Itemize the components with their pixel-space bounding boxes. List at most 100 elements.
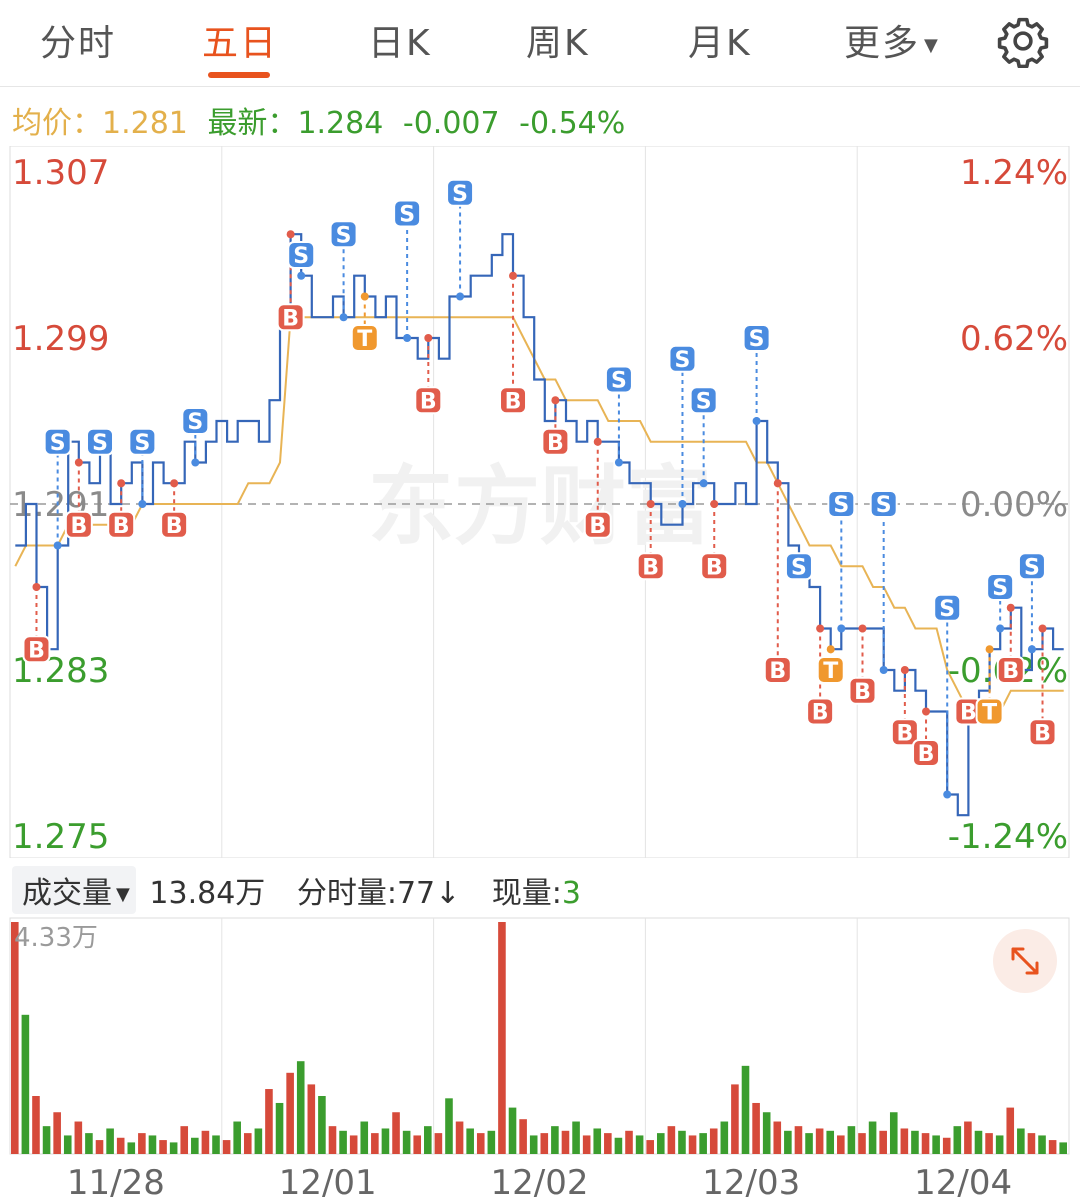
marker-badge-label: B — [70, 514, 87, 539]
volume-bar — [32, 1096, 40, 1154]
volume-bar — [445, 1098, 453, 1154]
volume-bar — [625, 1130, 633, 1154]
volume-bar — [614, 1137, 623, 1154]
marker-badge[interactable] — [128, 427, 157, 456]
marker-dot — [900, 666, 909, 674]
volume-bar — [540, 1133, 549, 1154]
tab-more[interactable]: 更多 ▼ — [844, 14, 940, 66]
volume-bar — [434, 1133, 443, 1154]
x-tick-label: 12/04 — [914, 1163, 1012, 1202]
marker-badge[interactable] — [160, 510, 189, 539]
marker-badge[interactable] — [975, 697, 1004, 726]
marker-badge-label: B — [547, 431, 564, 456]
caret-down-icon: ▼ — [116, 884, 130, 905]
x-tick-label: 11/28 — [67, 1163, 165, 1202]
marker-badge[interactable] — [287, 241, 316, 269]
marker-dot — [191, 458, 200, 467]
marker-badge[interactable] — [181, 407, 210, 435]
volume-bar — [635, 1135, 644, 1154]
marker-badge[interactable] — [1017, 552, 1046, 581]
marker-badge[interactable] — [848, 676, 877, 705]
marker-badge[interactable] — [107, 510, 136, 539]
volume-bar — [201, 1130, 210, 1154]
marker-badge[interactable] — [816, 656, 845, 684]
tab-more-label: 更多 — [844, 23, 921, 64]
marker-badge[interactable] — [636, 552, 665, 581]
volume-bar — [604, 1133, 612, 1154]
marker-badge[interactable] — [986, 573, 1015, 601]
marker-badge[interactable] — [933, 593, 962, 622]
marker-dot — [509, 271, 518, 280]
marker-badge[interactable] — [806, 697, 835, 726]
marker-badge[interactable] — [446, 178, 475, 207]
marker-badge[interactable] — [393, 199, 422, 228]
marker-badge-label: S — [399, 203, 415, 228]
volume-bar — [381, 1128, 390, 1154]
marker-badge[interactable] — [499, 386, 528, 415]
volume-bar — [243, 1133, 252, 1154]
marker-badge[interactable] — [64, 510, 93, 539]
marker-badge[interactable] — [996, 656, 1025, 684]
volume-bar — [1038, 1135, 1046, 1154]
volume-bar — [1006, 1107, 1015, 1154]
marker-badge-label: S — [452, 182, 468, 207]
marker-badge[interactable] — [541, 427, 570, 456]
price-chart[interactable]: 东方财富1.3071.24%1.2990.62%1.2910.00%1.283-… — [0, 146, 1080, 858]
volume-bar — [21, 1014, 30, 1154]
marker-badge[interactable] — [827, 490, 856, 518]
marker-badge[interactable] — [350, 324, 379, 352]
marker-badge[interactable] — [700, 552, 729, 581]
volume-bar — [424, 1126, 432, 1154]
volume-bar — [63, 1135, 72, 1154]
price-change: -0.007 — [402, 106, 500, 141]
marker-badge[interactable] — [1028, 718, 1057, 747]
volume-bar — [656, 1133, 665, 1154]
marker-badge[interactable] — [784, 552, 813, 581]
volume-bar — [74, 1121, 83, 1154]
volume-indicator-select[interactable]: 成交量 ▼ — [12, 866, 136, 914]
volume-bar — [974, 1130, 983, 1154]
marker-badge[interactable] — [890, 718, 919, 747]
marker-badge[interactable] — [763, 656, 792, 684]
marker-badge[interactable] — [22, 635, 51, 664]
marker-dot — [74, 458, 83, 467]
gear-icon[interactable] — [996, 14, 1050, 68]
volume-bar — [1059, 1142, 1067, 1154]
marker-dot — [593, 437, 602, 446]
marker-badge[interactable] — [414, 386, 443, 415]
marker-badge[interactable] — [742, 324, 771, 352]
volume-bar — [127, 1142, 136, 1154]
marker-badge[interactable] — [668, 344, 697, 373]
volume-info-bar: 成交量 ▼ 13.84万 分时量:77↓ 现量:3 — [12, 866, 581, 914]
avg-price: 均价：1.281 — [12, 106, 188, 141]
tab-daily-k[interactable]: 日K — [368, 23, 432, 64]
marker-badge[interactable] — [912, 739, 941, 767]
marker-badge[interactable] — [329, 220, 358, 249]
marker-badge[interactable] — [276, 303, 305, 332]
marker-badge[interactable] — [86, 427, 115, 456]
expand-arrows-icon — [1011, 947, 1039, 975]
expand-button[interactable] — [993, 929, 1057, 993]
tab-weekly-k[interactable]: 周K — [526, 23, 590, 64]
marker-badge[interactable] — [604, 365, 633, 394]
marker-dot — [339, 313, 348, 322]
tab-five-day[interactable]: 五日 — [202, 23, 279, 64]
volume-chart[interactable]: 4.33万 11/28 12/01 12/02 12/03 12/04 — [0, 912, 1080, 1202]
marker-dot — [117, 479, 126, 488]
marker-badge[interactable] — [869, 490, 898, 518]
volume-bar — [307, 1084, 316, 1154]
tab-fenshi[interactable]: 分时 — [40, 23, 117, 64]
volume-bar — [699, 1133, 707, 1154]
marker-dot — [170, 479, 179, 488]
tab-monthly-k[interactable]: 月K — [688, 23, 752, 64]
marker-dot — [879, 666, 888, 674]
volume-bar — [222, 1140, 231, 1154]
volume-bar — [932, 1135, 940, 1154]
marker-badge[interactable] — [43, 427, 72, 456]
marker-badge[interactable] — [583, 510, 612, 539]
volume-bar — [254, 1128, 263, 1154]
marker-dot — [858, 624, 867, 633]
marker-dot — [53, 541, 62, 550]
volume-bar — [455, 1121, 464, 1154]
marker-badge[interactable] — [689, 386, 718, 415]
